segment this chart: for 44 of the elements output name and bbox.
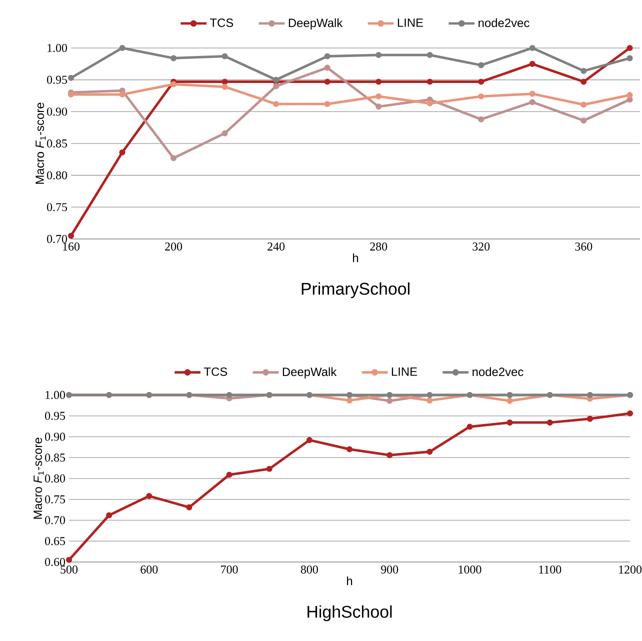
x-tick-label: 700 bbox=[221, 566, 238, 574]
x-axis-title: h bbox=[347, 576, 352, 586]
y-tick-label: 0.70 bbox=[45, 516, 66, 524]
text: PrimarySchool bbox=[302, 282, 410, 298]
y-tick-label: 0.75 bbox=[45, 495, 66, 504]
y-tick-label: 0.65 bbox=[45, 537, 66, 546]
legend-label: TCS bbox=[210, 18, 234, 27]
y-tick-label: 1.00 bbox=[48, 44, 68, 52]
x-tick-label: 320 bbox=[472, 242, 490, 251]
y-axis-title: Macro F$_{1}$-score bbox=[34, 438, 44, 519]
y-tick-label: 0.70 bbox=[47, 234, 68, 244]
y-tick-label: 0.90 bbox=[47, 108, 68, 116]
legend-label: DeepWalk bbox=[288, 18, 343, 30]
y-tick-label: 0.95 bbox=[45, 412, 66, 420]
x-tick-label: 160 bbox=[63, 242, 80, 251]
legend-label: TCS bbox=[204, 367, 228, 376]
x-tick-label: 500 bbox=[60, 566, 78, 574]
x-tick-label: 280 bbox=[370, 242, 388, 251]
y-tick-label: 1.00 bbox=[46, 390, 66, 400]
x-tick-label: 800 bbox=[300, 566, 318, 574]
y-tick-label: 0.85 bbox=[47, 139, 68, 148]
y-tick-label: 0.75 bbox=[47, 203, 68, 212]
legend-label: node2vec bbox=[472, 367, 524, 376]
legend-label: node2vec bbox=[478, 18, 530, 28]
x-tick-label: 200 bbox=[165, 242, 182, 251]
y-tick-label: 0.90 bbox=[45, 432, 66, 441]
x-tick-label: 600 bbox=[140, 566, 158, 574]
x-tick-label: 1000 bbox=[458, 566, 482, 574]
text: HighSchool bbox=[308, 605, 392, 622]
y-tick-label: 0.80 bbox=[45, 474, 66, 483]
x-axis-title: h bbox=[353, 253, 358, 262]
y-tick-label: 0.80 bbox=[47, 171, 68, 180]
y-axis-title: Macro F$_{1}$-score bbox=[36, 102, 46, 184]
legend-label: DeepWalk bbox=[282, 367, 337, 378]
y-tick-label: 0.60 bbox=[45, 558, 66, 566]
x-tick-label: 240 bbox=[268, 242, 285, 251]
x-tick-label: 360 bbox=[575, 242, 592, 251]
y-tick-label: 0.85 bbox=[45, 454, 66, 462]
legend-label: LINE bbox=[398, 18, 424, 27]
legend-label: LINE bbox=[392, 368, 417, 376]
x-tick-label: 1100 bbox=[539, 566, 562, 574]
x-tick-label: 900 bbox=[381, 566, 398, 574]
y-tick-label: 0.95 bbox=[47, 76, 68, 84]
x-tick-label: 1200 bbox=[619, 566, 642, 574]
